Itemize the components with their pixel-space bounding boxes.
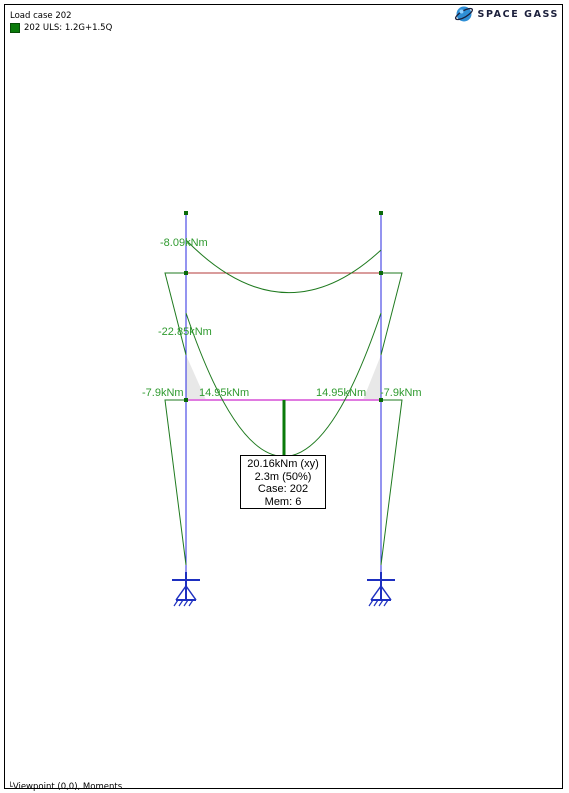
graphics-viewport[interactable] (4, 4, 563, 789)
info-moment-value: 20.16kNm (xy) (247, 458, 319, 470)
left-lower-column-moment (164, 399, 187, 566)
legend-swatch (10, 23, 20, 33)
right-upper-column-moment (380, 272, 403, 356)
info-position: 2.3m (50%) (254, 470, 312, 483)
info-case: Case: 202 (257, 483, 309, 495)
load-case-header: Load case 202 202 ULS: 1.2G+1.5Q (10, 10, 112, 34)
globe-icon (454, 6, 473, 22)
logo-text: SPACE GASS (477, 8, 559, 20)
legend-item: 202 ULS: 1.2G+1.5Q (10, 22, 112, 34)
node[interactable] (379, 398, 383, 402)
viewpoint-status: └Viewpoint (0,0), Moments (8, 782, 122, 792)
node[interactable] (184, 398, 188, 402)
top-beam-moment-curve (185, 239, 382, 293)
info-member: Mem: 6 (264, 495, 302, 508)
node[interactable] (184, 271, 188, 275)
left-joint-moment-label: -7.9kNm (142, 387, 184, 399)
viewpoint-axis-icon: └ (8, 782, 13, 791)
left-beam-end-moment-label: 14.95kNm (199, 387, 249, 399)
nodes (184, 211, 383, 402)
left-column-moment-label: -22.85kNm (158, 326, 212, 338)
right-support[interactable] (367, 572, 395, 607)
left-moment-fill (186, 355, 206, 400)
left-upper-column-moment (164, 272, 187, 356)
node[interactable] (379, 271, 383, 275)
top-beam-moment-label: -8.09kNm (160, 237, 208, 249)
load-case-title: Load case 202 (10, 11, 72, 21)
right-beam-end-moment-label: 14.95kNm (316, 387, 366, 399)
right-moment-fill (363, 355, 381, 400)
moment-info-box: 20.16kNm (xy) 2.3m (50%) Case: 202 Mem: … (240, 455, 326, 509)
node[interactable] (379, 211, 383, 215)
right-lower-column-moment (380, 399, 403, 566)
right-joint-moment-label: -7.9kNm (380, 387, 422, 399)
node[interactable] (184, 211, 188, 215)
legend-label: 202 ULS: 1.2G+1.5Q (24, 23, 113, 33)
space-gass-logo: SPACE GASS (454, 4, 559, 24)
left-support[interactable] (172, 572, 200, 607)
viewpoint-label: Viewpoint (0,0), Moments (12, 782, 123, 792)
